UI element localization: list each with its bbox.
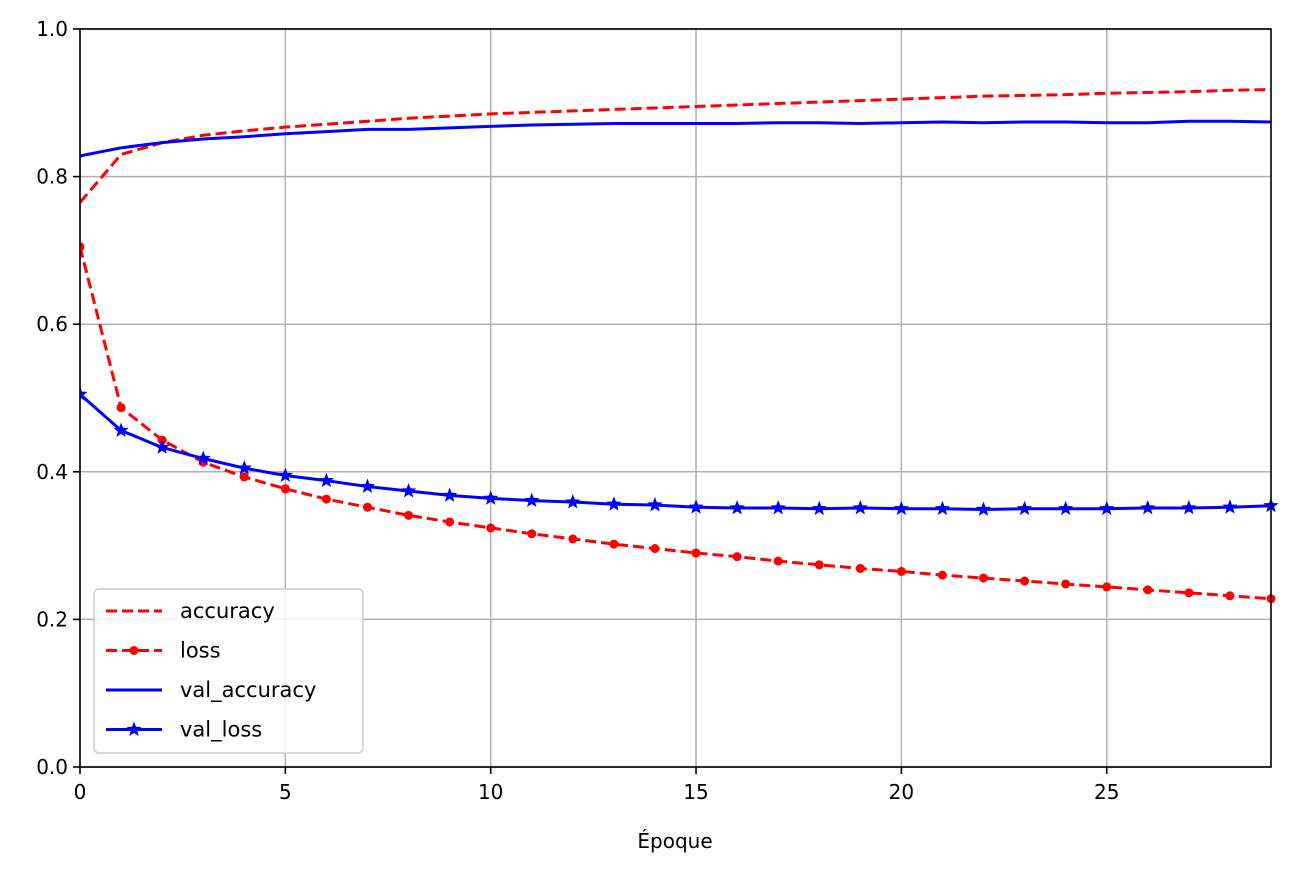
point-loss [568, 534, 578, 544]
series-line-val_loss [80, 393, 1272, 511]
x-tick-label: 5 [279, 780, 292, 804]
point-loss [280, 484, 290, 494]
point-loss [609, 539, 619, 549]
point-val_loss [154, 439, 170, 454]
legend: accuracy loss val_accuracy val_loss [93, 588, 364, 754]
legend-marker [126, 721, 142, 736]
series-val_loss [80, 386, 1279, 516]
legend-label: val_accuracy [180, 678, 316, 703]
axis-ticks: 0 5 10 15 20 25 0.0 0.2 0.4 0.6 0.8 1.0 [36, 17, 1119, 804]
series-line-loss [80, 246, 1272, 601]
point-val_loss [647, 497, 663, 512]
point-loss [1225, 591, 1235, 601]
point-val_loss [236, 460, 252, 475]
y-tick-label: 0.4 [36, 460, 68, 484]
point-val_loss [688, 499, 704, 514]
point-val_loss [729, 499, 745, 515]
x-tick-label: 25 [1094, 780, 1119, 804]
point-val_loss [400, 482, 417, 498]
point-val_loss [524, 492, 540, 508]
point-loss [321, 494, 331, 504]
point-val_loss [359, 478, 376, 494]
y-tick-label: 0.6 [36, 312, 68, 336]
y-tick-label: 0.8 [36, 165, 68, 189]
point-loss [691, 548, 701, 558]
x-tick-label: 10 [478, 780, 503, 804]
point-val_loss [277, 467, 293, 482]
point-val_loss [975, 501, 992, 516]
legend-item-accuracy: accuracy [106, 599, 275, 623]
point-loss [1102, 582, 1112, 592]
legend-marker [129, 646, 139, 655]
point-loss [937, 570, 947, 580]
y-tick-label: 0.0 [36, 755, 68, 779]
y-tick-label: 0.2 [36, 607, 68, 631]
series-loss [80, 242, 1276, 604]
point-val_loss [1140, 499, 1156, 515]
point-loss [650, 544, 660, 554]
point-val_loss [811, 500, 827, 516]
x-axis-label: Époque [637, 829, 712, 853]
point-loss [527, 529, 537, 539]
plot-frame [79, 28, 1272, 768]
legend-item-val_loss: val_loss [106, 718, 262, 743]
point-val_loss [770, 499, 786, 515]
point-val_loss [1222, 499, 1238, 514]
point-val_loss [113, 422, 129, 437]
series-line-accuracy [80, 88, 1272, 204]
point-loss [80, 242, 85, 252]
point-val_loss [80, 386, 88, 401]
series-line-val_accuracy [80, 119, 1272, 158]
legend-label: val_loss [180, 718, 262, 743]
legend-item-loss: loss [106, 639, 221, 663]
series-accuracy [80, 88, 1272, 204]
point-loss [1061, 579, 1071, 589]
point-val_loss [1058, 500, 1074, 516]
legend-label: accuracy [180, 599, 275, 623]
x-tick-label: 0 [74, 780, 87, 804]
point-loss [239, 472, 249, 482]
point-loss [404, 510, 414, 520]
point-loss [445, 517, 455, 527]
point-loss [1143, 585, 1153, 595]
series-lines [80, 88, 1279, 604]
point-val_loss [565, 494, 581, 509]
series-val_accuracy [80, 119, 1272, 158]
axes-frame [79, 28, 1272, 768]
point-val_loss [934, 500, 951, 516]
point-loss [814, 560, 824, 570]
legend-label: loss [180, 639, 221, 663]
point-val_loss [442, 487, 458, 502]
point-val_loss [318, 472, 335, 488]
point-loss [855, 563, 865, 573]
point-val_loss [1181, 499, 1197, 515]
point-val_loss [483, 490, 499, 505]
point-loss [1184, 588, 1194, 598]
point-loss [979, 573, 989, 583]
point-val_loss [606, 496, 622, 511]
legend-item-val_accuracy: val_accuracy [106, 678, 316, 703]
point-loss [1020, 576, 1030, 586]
point-val_loss [1099, 500, 1115, 516]
point-loss [732, 552, 742, 562]
x-tick-label: 15 [683, 780, 708, 804]
point-val_loss [852, 499, 868, 515]
point-loss [486, 523, 496, 533]
point-loss [896, 566, 906, 576]
point-loss [773, 556, 783, 566]
point-val_loss [1016, 500, 1033, 516]
point-val_loss [893, 500, 909, 516]
point-loss [362, 502, 372, 512]
point-loss [116, 403, 126, 413]
legend-box [93, 588, 364, 754]
point-val_loss [195, 450, 211, 465]
x-tick-label: 20 [889, 780, 914, 804]
y-tick-label: 1.0 [36, 17, 68, 41]
